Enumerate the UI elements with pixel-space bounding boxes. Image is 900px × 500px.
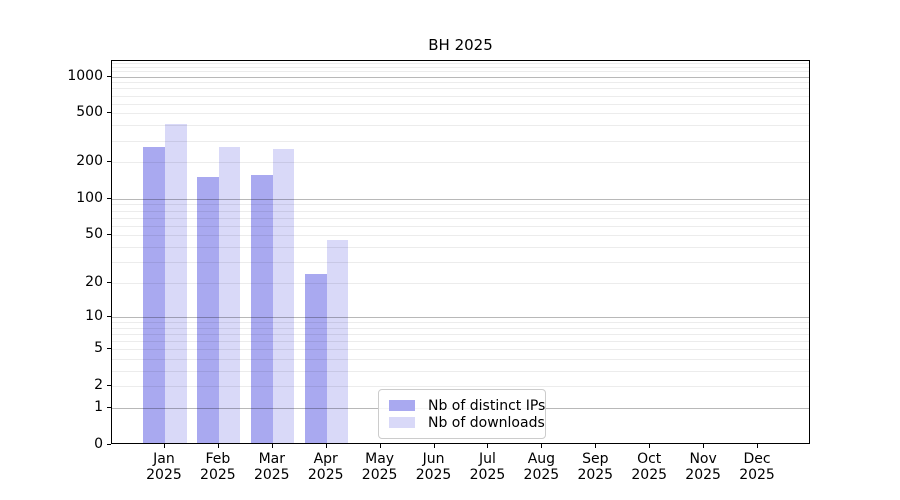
- y-tick-20: [107, 281, 111, 283]
- gridline-y-20: [112, 282, 809, 284]
- x-tick-1: [163, 444, 165, 448]
- y-tick-0: [107, 444, 111, 445]
- x-tick-6: [433, 444, 435, 448]
- legend-swatch-downloads: [389, 417, 415, 428]
- x-tick-11: [703, 444, 705, 448]
- y-tick-label-50: 50: [85, 226, 103, 243]
- gridline-y-80: [112, 210, 809, 212]
- x-tick-label-dec: Dec 2025: [739, 451, 775, 483]
- x-tick-label-sep: Sep 2025: [577, 451, 614, 483]
- x-tick-label-feb: Feb 2025: [200, 451, 236, 483]
- gridline-y-2: [112, 386, 809, 388]
- x-tick-label-oct: Oct 2025: [631, 451, 668, 483]
- y-tick-label-1000: 1000: [67, 67, 103, 84]
- y-tick-200: [107, 161, 111, 163]
- gridline-y-8: [112, 327, 809, 329]
- gridline-y-600: [112, 103, 809, 105]
- gridline-y-6: [112, 341, 809, 343]
- gridline-y-50: [112, 235, 809, 237]
- x-tick-7: [487, 444, 489, 448]
- x-tick-label-apr: Apr 2025: [307, 451, 344, 483]
- chart-title: BH 2025: [428, 36, 493, 54]
- gridline-y-90: [112, 204, 809, 206]
- y-tick-1000: [107, 75, 111, 77]
- grid-layer: [112, 61, 809, 443]
- gridline-y-100: [112, 198, 809, 200]
- gridline-y-700: [112, 95, 809, 97]
- bar-nb-of-distinct-ips-mar-2025: [251, 175, 273, 443]
- gridline-y-800: [112, 88, 809, 90]
- bar-nb-of-distinct-ips-feb-2025: [197, 177, 219, 443]
- y-tick-label-100: 100: [76, 189, 103, 206]
- x-tick-12: [757, 444, 759, 448]
- legend-item-distinct-ips: Nb of distinct IPs: [389, 397, 545, 414]
- x-tick-10: [649, 444, 651, 448]
- legend-label: Nb of downloads: [428, 414, 545, 431]
- bar-nb-of-downloads-feb-2025: [218, 147, 241, 443]
- x-tick-9: [595, 444, 597, 448]
- gridline-y-500: [112, 113, 809, 115]
- gridline-y-7: [112, 334, 809, 336]
- y-tick-label-5: 5: [94, 340, 103, 357]
- bar-nb-of-downloads-jan-2025: [164, 124, 187, 443]
- gridline-y-5: [112, 349, 809, 351]
- y-tick-5: [107, 348, 111, 350]
- x-tick-label-aug: Aug 2025: [523, 451, 560, 483]
- gridline-y-70: [112, 217, 809, 219]
- x-tick-5: [379, 444, 381, 448]
- gridline-y-400: [112, 125, 809, 127]
- legend-item-downloads: Nb of downloads: [389, 414, 545, 431]
- y-tick-label-2: 2: [94, 377, 103, 394]
- y-tick-50: [107, 234, 111, 236]
- y-tick-10: [107, 316, 111, 318]
- y-tick-label-200: 200: [76, 153, 103, 170]
- gridline-y-1200: [112, 66, 809, 68]
- x-tick-3: [271, 444, 273, 448]
- x-tick-label-jan: Jan 2025: [146, 451, 182, 483]
- gridline-y-9: [112, 322, 809, 324]
- bar-nb-of-distinct-ips-apr-2025: [305, 273, 327, 443]
- bar-nb-of-downloads-apr-2025: [326, 240, 349, 443]
- y-tick-100: [107, 197, 111, 199]
- y-tick-label-1: 1: [94, 399, 103, 416]
- gridline-y-1300: [112, 62, 809, 64]
- y-tick-label-500: 500: [76, 104, 103, 121]
- gridline-y-300: [112, 140, 809, 142]
- y-tick-500: [107, 112, 111, 114]
- x-tick-label-nov: Nov 2025: [685, 451, 721, 483]
- bar-nb-of-distinct-ips-jan-2025: [143, 146, 165, 443]
- gridline-y-4: [112, 359, 809, 361]
- plot-area: [111, 60, 810, 444]
- legend-label: Nb of distinct IPs: [428, 397, 546, 414]
- x-tick-label-mar: Mar 2025: [253, 451, 290, 483]
- gridline-y-1000: [112, 76, 809, 78]
- x-tick-label-jul: Jul 2025: [469, 451, 506, 483]
- bars-layer: [112, 61, 809, 443]
- x-tick-8: [541, 444, 543, 448]
- gridline-y-60: [112, 225, 809, 227]
- y-tick-label-20: 20: [85, 273, 103, 290]
- gridline-y-30: [112, 261, 809, 263]
- bar-nb-of-downloads-mar-2025: [272, 149, 295, 443]
- x-tick-label-jun: Jun 2025: [415, 451, 452, 483]
- y-tick-2: [107, 385, 111, 387]
- gridline-y-200: [112, 162, 809, 164]
- y-tick-label-0: 0: [94, 436, 103, 452]
- x-tick-4: [325, 444, 327, 448]
- gridline-y-10: [112, 317, 809, 319]
- gridline-y-1100: [112, 71, 809, 73]
- gridline-y-900: [112, 82, 809, 84]
- x-tick-label-may: May 2025: [361, 451, 398, 483]
- y-tick-1: [107, 407, 111, 409]
- y-tick-label-10: 10: [85, 308, 103, 325]
- legend-swatch-distinct-ips: [389, 400, 415, 411]
- gridline-y-40: [112, 246, 809, 248]
- x-tick-2: [217, 444, 219, 448]
- legend: Nb of distinct IPs Nb of downloads: [378, 389, 546, 439]
- gridline-y-3: [112, 371, 809, 373]
